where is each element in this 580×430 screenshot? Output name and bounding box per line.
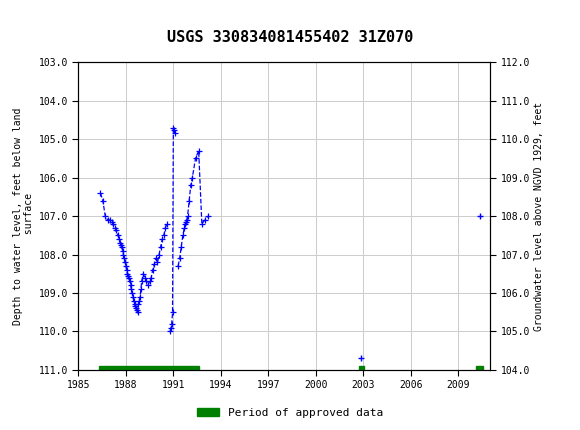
Text: ▒USGS: ▒USGS [6, 10, 64, 26]
Bar [476, 366, 483, 373]
Y-axis label: Groundwater level above NGVD 1929, feet: Groundwater level above NGVD 1929, feet [534, 101, 544, 331]
Y-axis label: Depth to water level, feet below land
 surface: Depth to water level, feet below land su… [13, 108, 34, 325]
Bar [360, 366, 364, 373]
Text: USGS 330834081455402 31Z070: USGS 330834081455402 31Z070 [167, 30, 413, 45]
Legend: Period of approved data: Period of approved data [193, 403, 387, 422]
Bar [99, 366, 199, 373]
